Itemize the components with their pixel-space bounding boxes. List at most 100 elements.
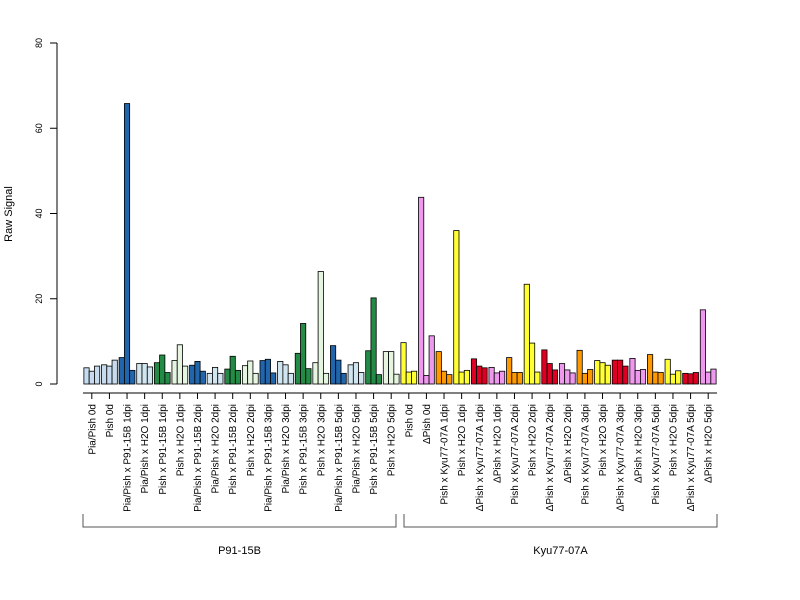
bar: [194, 361, 201, 385]
bar: [599, 362, 606, 385]
bar: [182, 365, 189, 385]
bar: [705, 371, 712, 385]
x-tick-label: ΔPish x H2O 5dpi: [704, 404, 715, 483]
group-bracket: [403, 514, 718, 528]
bar: [241, 365, 249, 385]
y-tick-label: 80: [34, 38, 44, 48]
bar: [506, 357, 513, 385]
bar: [259, 360, 266, 385]
bar-group: [189, 361, 206, 385]
x-tick-label: Pia/Pish x H2O 1dpi: [140, 404, 151, 494]
bar: [622, 365, 629, 385]
bar-group: [171, 344, 189, 385]
bar: [675, 370, 682, 385]
bar: [224, 368, 231, 385]
bar: [375, 374, 382, 385]
bar: [322, 372, 330, 385]
bar-group: [629, 358, 647, 385]
bar-group: [576, 349, 594, 385]
bar: [199, 370, 206, 385]
bar: [393, 373, 400, 385]
bars: [83, 103, 717, 385]
bar-group: [365, 297, 382, 385]
x-tick-label: ΔPish x Kyu77-07A 3dpi: [616, 404, 627, 511]
bar: [692, 372, 699, 385]
x-tick-label: Pish x P91-15B 5dpi: [369, 404, 380, 495]
y-ticks: 0 20 40 60 80: [34, 38, 57, 387]
bar-group: [594, 360, 611, 385]
bar: [569, 372, 576, 385]
bar: [234, 369, 242, 385]
bar-group: [101, 359, 118, 385]
bar-group: [558, 363, 576, 385]
bar: [270, 372, 277, 385]
bar: [141, 363, 148, 385]
bar: [136, 363, 143, 385]
bar: [111, 359, 118, 385]
bar: [581, 372, 588, 385]
bar: [217, 372, 224, 385]
bar: [411, 370, 418, 385]
bar: [523, 283, 530, 385]
bar: [252, 372, 259, 385]
x-tick-label: Pish x P91-15B 1dpi: [158, 404, 169, 495]
x-tick-label: Pish x H2O 3dpi: [598, 404, 609, 476]
bar: [358, 372, 365, 385]
bar: [123, 103, 131, 385]
x-tick-label: ΔPish x H2O 1dpi: [492, 404, 503, 483]
x-tick-label: Pish x H2O 1dpi: [175, 404, 186, 476]
bar: [493, 372, 500, 385]
bar-group: [277, 361, 294, 385]
bar-group: [418, 196, 435, 385]
bar: [317, 271, 324, 385]
bar: [129, 369, 136, 385]
x-tick-label: Pia/Pish 0d: [87, 404, 98, 455]
x-tick-label: ΔPish x Kyu77-07A 1dpi: [475, 404, 486, 511]
bar-group: [330, 345, 347, 385]
bar-group: [206, 366, 224, 385]
bar-group: [611, 359, 629, 385]
bar: [647, 354, 654, 385]
bar: [558, 363, 566, 385]
x-tick-label: Pia/Pish x P91-15B 5dpi: [334, 404, 345, 512]
bar: [488, 366, 495, 385]
bar-group: [682, 372, 699, 385]
bar-group: [541, 349, 559, 385]
bar: [529, 342, 536, 385]
bar: [657, 372, 664, 385]
bar: [212, 366, 219, 385]
x-tick-label: Pish x Kyu77-07A 1dpi: [440, 404, 451, 505]
bar: [463, 369, 470, 385]
bar-group: [488, 366, 506, 385]
bar: [458, 371, 465, 385]
bar-group: [382, 351, 400, 385]
bar: [652, 371, 659, 385]
bar: [617, 359, 624, 385]
bar: [365, 350, 372, 385]
bar: [629, 358, 636, 385]
x-tick-label: Pia/Pish x P91-15B 2dpi: [193, 404, 204, 512]
bar: [277, 361, 284, 385]
x-tick-label: ΔPish x H2O 2dpi: [563, 404, 574, 483]
bar-group: [523, 283, 541, 385]
bar: [611, 359, 618, 385]
x-tick-label: Pia/Pish x H2O 3dpi: [281, 404, 292, 494]
bar: [446, 374, 453, 385]
bar: [604, 364, 611, 385]
bar: [88, 370, 95, 385]
y-tick-label: 20: [34, 294, 44, 304]
bar: [146, 366, 153, 385]
bar: [171, 360, 178, 385]
bar: [594, 360, 601, 385]
bar: [428, 335, 435, 385]
bar: [189, 364, 196, 385]
x-tick-label: Pia/Pish x H2O 2dpi: [211, 404, 222, 494]
bar-group: [224, 355, 242, 385]
x-tick-label: Pish x Kyu77-07A 2dpi: [510, 404, 521, 505]
bar-group: [153, 354, 171, 385]
bar: [440, 370, 448, 385]
x-tick-label: Pia/Pish x P91-15B 3dpi: [263, 404, 274, 512]
group-brackets: P91-15B Kyu77-07A: [82, 514, 718, 557]
bar: [118, 357, 125, 385]
